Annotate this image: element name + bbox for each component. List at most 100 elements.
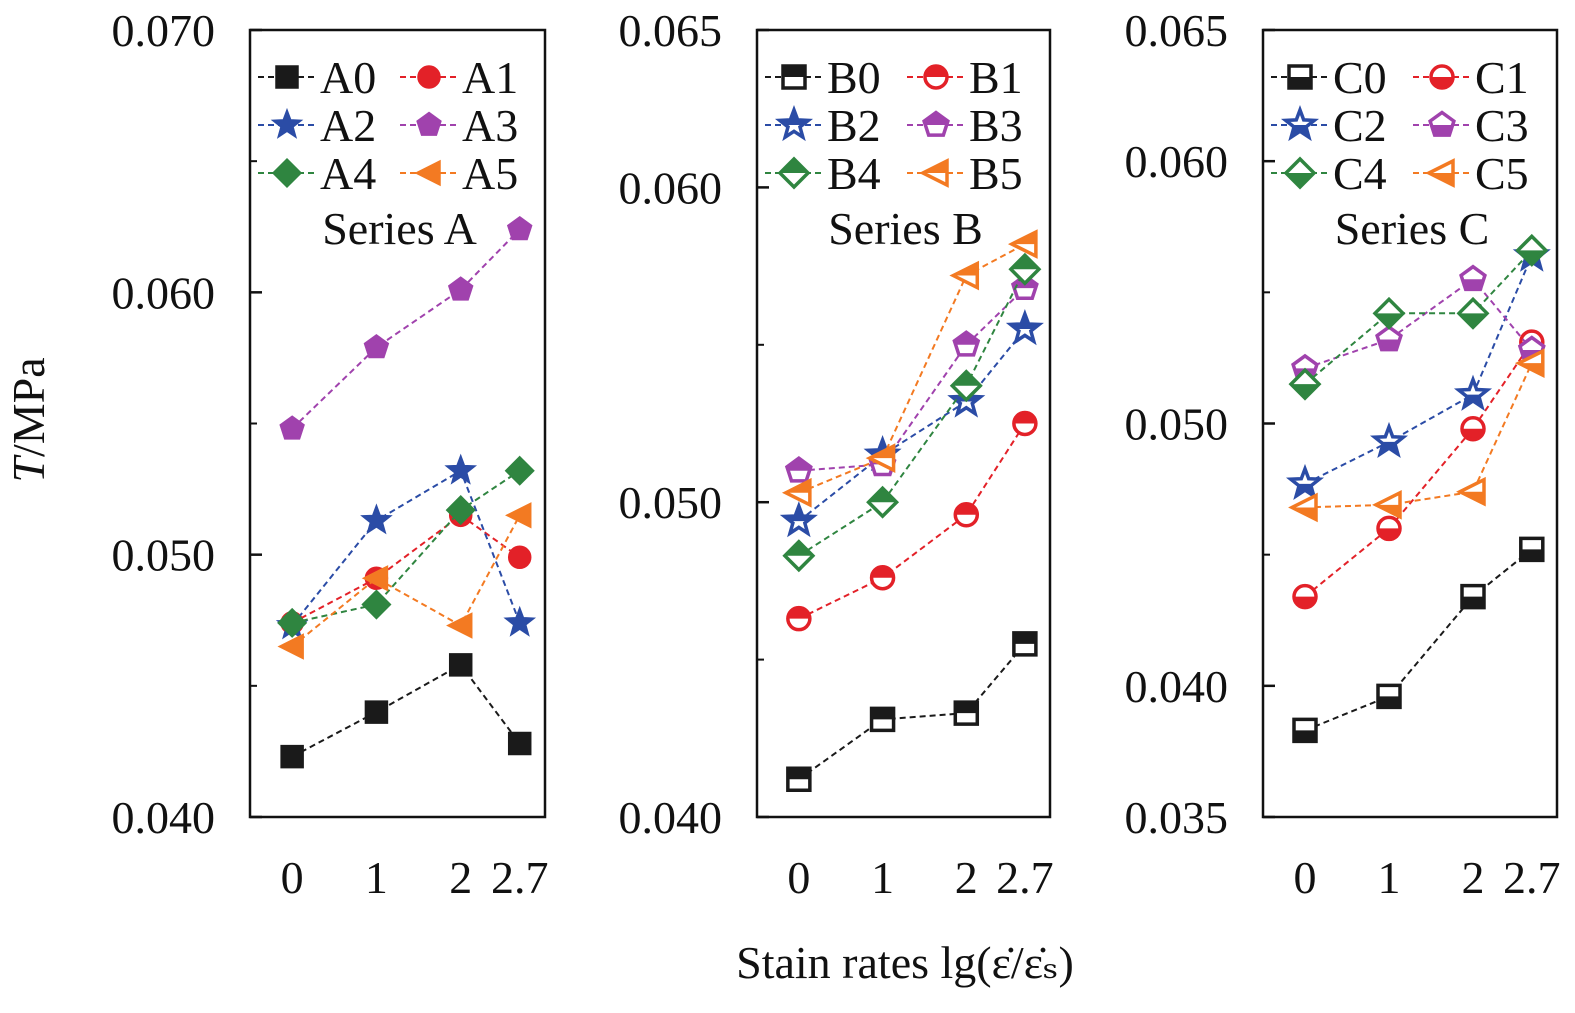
marker-half-fill <box>783 66 805 77</box>
series-line <box>1304 548 1533 732</box>
marker-outline <box>923 64 949 90</box>
marker-outline <box>1288 492 1318 523</box>
marker-outline <box>947 381 986 418</box>
y-tick-label: 0.050 <box>1125 399 1229 450</box>
legend-label: A0 <box>320 52 376 103</box>
data-point <box>1460 416 1486 442</box>
marker-outline <box>1005 309 1044 346</box>
series-line <box>1304 249 1533 385</box>
data-point <box>364 700 389 724</box>
legend-entry: A3 <box>400 100 518 151</box>
legend-entry: C4 <box>1271 148 1387 199</box>
legend-label: C5 <box>1475 148 1529 199</box>
y-tick-label: 0.035 <box>1125 792 1229 843</box>
marker-shape <box>361 589 392 620</box>
legend-label: B4 <box>827 148 881 199</box>
y-tick-label: 0.065 <box>619 5 723 56</box>
legend-marker <box>275 65 299 89</box>
marker-outline <box>1012 410 1038 437</box>
series-line <box>1304 255 1533 485</box>
marker-outline <box>1453 374 1493 411</box>
data-point <box>447 276 474 301</box>
legend-label: B0 <box>827 52 881 103</box>
legend-marker <box>1428 110 1456 137</box>
legend-entry: C5 <box>1413 148 1529 199</box>
marker-shape <box>270 107 304 139</box>
marker-outline <box>869 706 896 733</box>
marker-outline <box>781 64 807 90</box>
marker-shape <box>280 744 304 769</box>
marker-shape <box>445 495 476 526</box>
marker-outline <box>866 485 900 519</box>
legend-entry: B0 <box>765 52 881 103</box>
marker-half-fill <box>1010 255 1039 270</box>
legend-marker <box>774 105 814 142</box>
marker-shape <box>507 545 532 569</box>
series-line <box>798 287 1026 472</box>
legend-label: A1 <box>462 52 518 103</box>
marker-shape <box>364 700 389 724</box>
series-line <box>291 663 521 758</box>
legend-marker <box>271 157 303 189</box>
data-point <box>445 495 476 526</box>
series-A1 <box>280 503 532 635</box>
marker-outline <box>1288 367 1322 401</box>
y-tick-label: 0.065 <box>1125 5 1229 56</box>
data-point <box>1008 252 1042 286</box>
series-line <box>798 268 1026 557</box>
data-point <box>866 485 900 519</box>
data-point <box>1007 229 1038 259</box>
marker-outline <box>784 456 813 483</box>
series-B5 <box>781 229 1038 508</box>
series-B4 <box>782 252 1042 573</box>
data-point <box>506 215 533 241</box>
marker-outline <box>1460 416 1486 442</box>
series-B0 <box>786 631 1038 792</box>
series-B2 <box>779 309 1044 538</box>
series-C3 <box>1291 264 1546 381</box>
data-point <box>448 653 473 677</box>
data-point <box>869 565 896 591</box>
marker-outline <box>953 700 980 726</box>
marker-half-fill <box>954 332 979 345</box>
marker-outline <box>1010 273 1039 300</box>
marker-half-fill <box>868 488 897 503</box>
legend-marker <box>414 159 441 187</box>
data-point <box>363 333 390 359</box>
marker-shape <box>361 565 389 592</box>
marker-half-fill <box>1294 730 1316 742</box>
marker-half-fill <box>787 768 810 780</box>
marker-shape <box>275 65 299 89</box>
legend-marker <box>1425 158 1455 188</box>
data-point <box>280 744 304 769</box>
marker-outline <box>1008 252 1042 286</box>
marker-half-fill <box>1378 696 1400 708</box>
x-tick-label: 1 <box>365 852 388 903</box>
marker-half-fill <box>1286 173 1314 187</box>
series-line <box>1304 277 1533 370</box>
data-point <box>505 502 532 529</box>
legend-entry: C0 <box>1271 52 1387 103</box>
marker-half-fill <box>1462 279 1484 290</box>
x-tick-label: 0 <box>1294 852 1317 903</box>
data-point <box>1519 536 1545 563</box>
legend-marker <box>270 107 304 139</box>
data-point <box>1292 583 1318 610</box>
y-tick-label: 0.040 <box>619 792 723 843</box>
series-line <box>291 514 521 624</box>
data-point <box>1460 583 1486 610</box>
y-tick-label: 0.040 <box>112 792 216 843</box>
data-point <box>504 455 535 486</box>
marker-shape <box>503 605 537 637</box>
marker-outline <box>1460 583 1486 610</box>
x-tick-label: 2 <box>955 852 978 903</box>
x-axis-title: Stain rates lg(ε̇/ε̇ₛ) <box>736 937 1074 988</box>
legend-entry: A5 <box>400 148 518 199</box>
data-point <box>1369 421 1409 459</box>
data-point <box>277 607 308 638</box>
data-point <box>360 503 393 535</box>
marker-shape <box>277 633 304 660</box>
x-tick-label: 2 <box>1462 852 1485 903</box>
series-A0 <box>280 653 532 769</box>
